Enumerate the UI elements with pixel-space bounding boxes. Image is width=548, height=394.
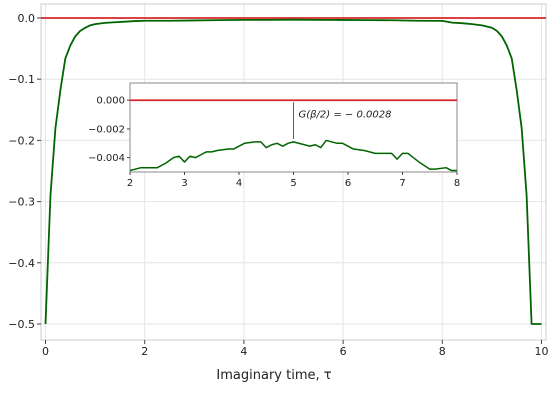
inset-x-tick-label: 7 [399,178,405,189]
y-tick-label: −0.2 [8,134,35,147]
inset-x-tick-label: 4 [236,178,242,189]
inset-x-tick-label: 5 [290,178,296,189]
inset-x-tick-label: 6 [345,178,351,189]
inset-x-tick-label: 3 [181,178,187,189]
inset-y-tick-label: −0.002 [88,124,125,135]
y-tick-label: −0.4 [8,257,35,270]
inset-x-tick-label: 2 [127,178,133,189]
inset-y-tick-label: −0.004 [88,153,125,164]
x-tick-label: 6 [340,345,347,358]
x-tick-label: 0 [42,345,49,358]
main-ticks: 0 2 4 6 8 10 0.0 −0.1 −0.2 −0.3 −0.4 −0.5 [8,12,548,358]
x-tick-label: 2 [141,345,148,358]
inset-plot: G(β/2) = − 0.0028 2 3 4 5 6 7 8 0.000 −0.002 −0.00… [88,83,460,189]
x-tick-label: 10 [535,345,548,358]
x-axis-label: Imaginary time, τ [0,368,548,383]
annotation-label: G(β/2) = − 0.0028 [299,109,392,120]
y-tick-label: −0.1 [8,73,35,86]
x-tick-label: 4 [240,345,247,358]
y-tick-label: 0.0 [18,12,36,25]
y-tick-label: −0.3 [8,196,35,209]
inset-y-tick-label: 0.000 [96,96,125,107]
y-tick-label: −0.5 [8,318,35,331]
inset-x-tick-label: 8 [454,178,460,189]
x-tick-label: 8 [439,345,446,358]
